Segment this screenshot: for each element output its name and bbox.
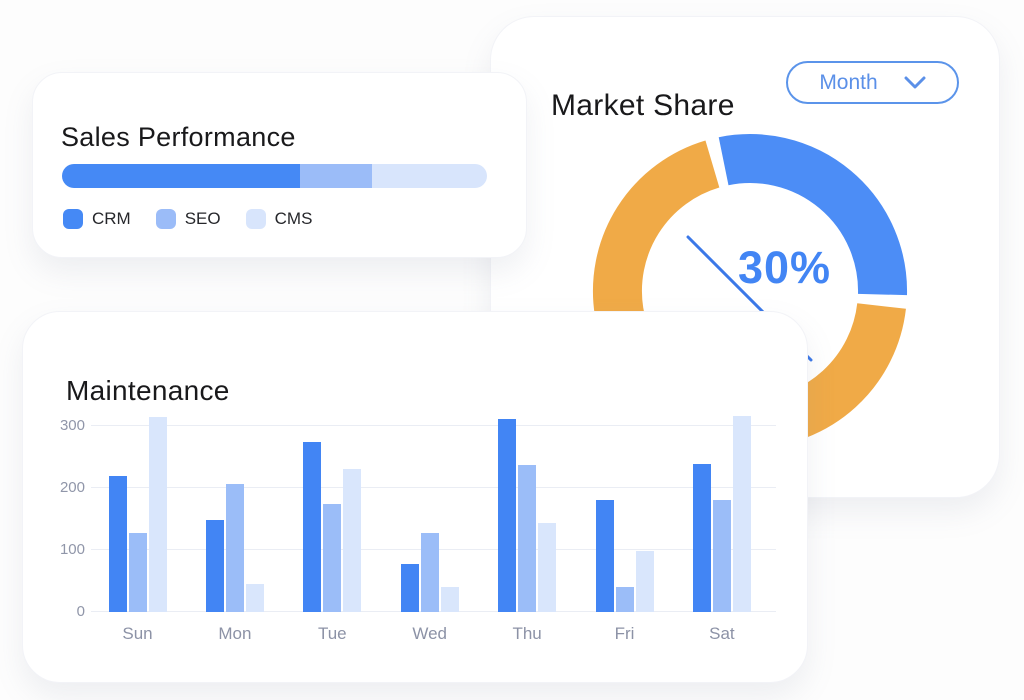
maintenance-title: Maintenance <box>66 375 230 407</box>
bar-sun-light-blue <box>128 532 147 612</box>
bar-group-fri <box>595 499 654 612</box>
chevron-down-icon <box>904 76 926 89</box>
bar-group-mon <box>205 483 264 612</box>
maintenance-card: Maintenance 0 100 200 300 Sun Mon Tue Wed Thu Fri… <box>22 311 808 683</box>
seo-color-swatch <box>155 209 176 229</box>
x-axis-label-mon: Mon <box>218 624 252 643</box>
y-axis-label-100: 100 <box>59 541 85 558</box>
sales-performance-title: Sales Performance <box>61 122 296 153</box>
bar-group-wed <box>400 532 459 612</box>
stack-segment-seo <box>300 164 373 188</box>
bar-fri-pale-blue <box>635 550 654 612</box>
bar-mon-pale-blue <box>245 584 264 612</box>
bar-group-thu <box>498 418 557 612</box>
bar-tue-blue <box>303 441 322 612</box>
y-axis-label-0: 0 <box>76 603 85 620</box>
month-dropdown-label: Month <box>819 70 878 94</box>
x-axis-label-thu: Thu <box>512 624 542 643</box>
bar-sat-light-blue <box>712 500 731 612</box>
bar-wed-light-blue <box>420 532 439 612</box>
bar-tue-pale-blue <box>343 469 362 612</box>
bar-group-sat <box>692 416 751 612</box>
legend-item-cms: CMS <box>245 209 313 229</box>
sales-performance-card: Sales Performance CRM SEO CMS <box>32 72 527 258</box>
month-dropdown[interactable]: Month <box>786 61 959 104</box>
bar-mon-light-blue <box>225 483 244 612</box>
donut-center-value: 30% <box>738 242 832 293</box>
market-share-title: Market Share <box>551 88 735 122</box>
cms-legend-label: CMS <box>274 209 313 228</box>
seo-legend-label: SEO <box>184 209 221 228</box>
y-axis-label-300: 300 <box>59 417 85 434</box>
sales-legend: CRM SEO CMS <box>63 209 312 229</box>
bar-wed-blue <box>400 563 419 612</box>
gridline-300 <box>91 425 776 426</box>
gridline-200 <box>91 487 776 488</box>
stack-segment-crm <box>62 164 300 188</box>
bar-fri-light-blue <box>615 587 634 612</box>
bar-group-tue <box>303 441 362 612</box>
x-axis-label-wed: Wed <box>412 624 448 643</box>
cms-color-swatch <box>245 209 266 229</box>
bar-thu-blue <box>498 418 517 612</box>
legend-item-crm: CRM <box>63 209 131 229</box>
bar-sun-blue <box>108 475 127 612</box>
bar-sun-pale-blue <box>148 416 167 612</box>
bar-thu-light-blue <box>518 465 537 612</box>
bar-group-sun <box>108 416 167 612</box>
donut-segment-highlighted-share <box>718 134 908 296</box>
maintenance-bar-chart: 0 100 200 300 Sun Mon Tue Wed Thu Fri Sat <box>60 402 776 643</box>
x-axis-label-sun: Sun <box>122 624 153 643</box>
legend-item-seo: SEO <box>155 209 221 229</box>
crm-color-swatch <box>63 209 83 229</box>
crm-legend-label: CRM <box>92 209 131 228</box>
bar-sat-pale-blue <box>732 416 751 612</box>
bar-sat-blue <box>692 464 711 612</box>
bar-tue-light-blue <box>323 504 342 612</box>
sales-stacked-bar <box>62 164 487 188</box>
y-axis-label-200: 200 <box>59 479 85 496</box>
x-axis-label-tue: Tue <box>317 624 347 643</box>
bar-thu-pale-blue <box>538 523 557 612</box>
bar-fri-blue <box>595 499 614 612</box>
x-axis-label-fri: Fri <box>614 624 635 643</box>
bar-wed-pale-blue <box>440 587 459 612</box>
x-axis-label-sat: Sat <box>709 624 735 643</box>
bar-mon-blue <box>205 520 224 612</box>
stack-segment-cms <box>372 164 487 188</box>
